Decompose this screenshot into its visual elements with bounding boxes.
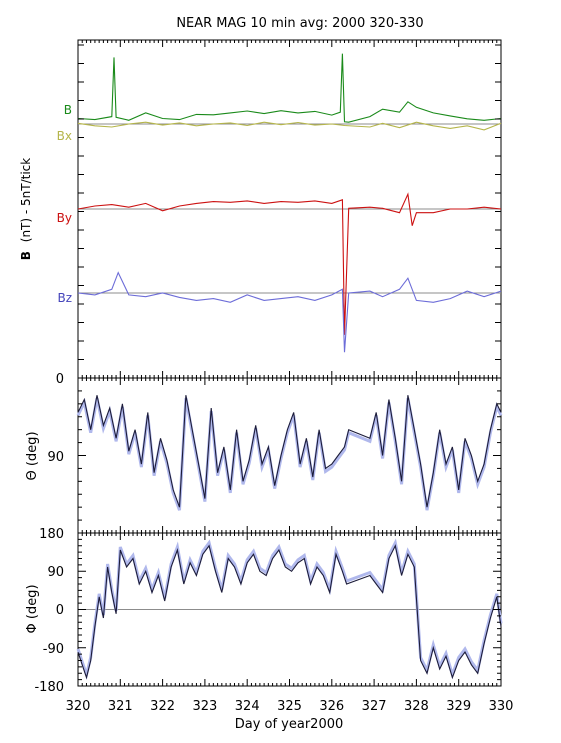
series-label-b: B [64, 103, 72, 117]
series-line-by [77, 192, 502, 335]
x-tick-label-325: 325 [277, 699, 302, 714]
x-tick-label-326: 326 [319, 699, 344, 714]
phi-ytick-m90: -90 [43, 642, 64, 657]
x-tick-label-327: 327 [362, 699, 387, 714]
series-line-b [77, 53, 502, 123]
phi-ylabel: Φ (deg) [25, 584, 40, 633]
x-tick-labels: 320 321 322 323 324 325 326 327 328 329 330 [66, 699, 514, 714]
b-ytick-0: 0 [56, 372, 64, 387]
x-axis-label: Day of year2000 [235, 717, 344, 732]
chart-title: NEAR MAG 10 min avg: 2000 320-330 [176, 16, 423, 31]
series-line-bz [77, 271, 502, 353]
tick-layer [77, 40, 502, 687]
x-tick-label-329: 329 [446, 699, 471, 714]
series-line-bx [77, 121, 502, 131]
theta-ytick-90: 90 [47, 450, 64, 465]
b-ylabel-rest: (nT) - 5nT/tick [19, 158, 33, 243]
theta-ylabel: Θ (deg) [25, 431, 40, 480]
x-tick-label-324: 324 [235, 699, 260, 714]
series-label-bx: Bx [57, 129, 72, 143]
phi-line [77, 544, 502, 680]
phi-ytick-0: 0 [56, 603, 64, 618]
phi-ytick-180: 180 [39, 527, 64, 542]
theta-uncertainty-band [76, 397, 503, 511]
b-ylabel-bold: B [19, 251, 33, 260]
data-layer [76, 53, 503, 680]
b-ylabel: B (nT) - 5nT/tick [19, 158, 33, 260]
x-tick-label-322: 322 [150, 699, 175, 714]
theta-line [77, 395, 502, 508]
phi-ytick-90: 90 [47, 565, 64, 580]
x-tick-label-321: 321 [108, 699, 133, 714]
x-tick-label-328: 328 [404, 699, 429, 714]
x-tick-label-323: 323 [192, 699, 217, 714]
series-label-by: By [57, 211, 72, 225]
x-tick-label-330: 330 [489, 699, 514, 714]
phi-uncertainty-band [76, 538, 503, 680]
series-label-bz: Bz [57, 291, 72, 305]
phi-ytick-m180: -180 [34, 680, 64, 695]
x-tick-label-320: 320 [66, 699, 91, 714]
